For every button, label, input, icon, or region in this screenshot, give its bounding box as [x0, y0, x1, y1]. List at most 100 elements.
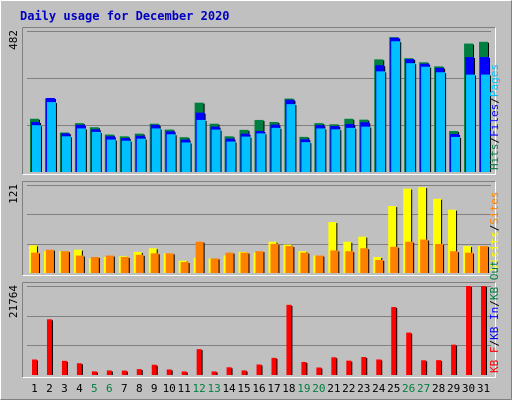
legend-item-pages-files-hits-4: Pages	[488, 64, 501, 97]
bar-visits-sites-sites-day-12	[195, 241, 204, 273]
bar-kbf-kbin-kbout-kb-f-day-13	[211, 371, 217, 375]
bar-pages-files-hits-pages-day-13	[211, 129, 221, 172]
bar-visits-sites-visits-day-21	[328, 222, 337, 273]
bar-pages-files-hits-pages-day-24	[376, 71, 386, 172]
bar-visits-sites-sites-day-31	[480, 246, 488, 273]
bar-pages-files-hits-pages-day-10	[166, 134, 176, 172]
bar-visits-sites-visits-day-25	[388, 206, 397, 273]
bar-kbf-kbin-kbout-kb-f-day-4	[76, 363, 82, 375]
bar-visits-sites-sites-day-3	[60, 251, 69, 273]
bar-visits-sites-sites-day-4	[75, 255, 84, 273]
bar-pages-files-hits-pages-day-8	[136, 138, 146, 172]
bar-visits-sites-sites-day-1	[31, 252, 39, 273]
bar-kbf-kbin-kbout-kb-f-day-8	[136, 369, 142, 375]
bar-visits-sites-sites-day-25	[390, 246, 399, 273]
day-label-30: 30	[462, 382, 475, 395]
bar-visits-sites-sites-day-27	[420, 239, 429, 273]
day-label-4: 4	[76, 382, 83, 395]
bar-pages-files-hits-pages-day-25	[391, 41, 401, 173]
day-label-17: 17	[267, 382, 280, 395]
bar-visits-sites-sites-day-11	[180, 262, 189, 273]
day-label-24: 24	[372, 382, 386, 395]
bar-kbf-kbin-kbout-kb-f-day-24	[376, 359, 382, 375]
day-label-28: 28	[432, 382, 445, 395]
day-label-13: 13	[207, 382, 220, 395]
bar-visits-sites-sites-day-24	[375, 259, 384, 273]
legend-item-kbf-kbin-kbout-2: KB In	[488, 307, 501, 340]
bar-pages-files-hits-pages-day-9	[151, 128, 161, 172]
bar-visits-sites-sites-day-22	[345, 251, 354, 273]
day-label-11: 11	[178, 382, 191, 395]
bar-visits-sites-sites-day-21	[330, 250, 339, 273]
chart-panels: 482Hits/Files/Pages121Visits/Sites21764K…	[7, 27, 501, 378]
day-label-7: 7	[121, 382, 128, 395]
legend-item-pages-files-hits-3: /	[488, 97, 501, 104]
bar-kbf-kbin-kbout-kb-f-day-20	[316, 367, 322, 375]
bar-visits-sites-sites-day-15	[240, 252, 249, 273]
legend-item-visits-sites-1: /	[488, 225, 501, 232]
bar-kbf-kbin-kbout-kb-f-day-6	[106, 370, 112, 375]
bar-kbf-kbin-kbout-kb-f-day-19	[301, 361, 307, 375]
bar-kbf-kbin-kbout-kb-f-day-17	[271, 357, 277, 375]
bar-kbf-kbin-kbout-kb-f-day-18	[286, 304, 292, 375]
day-label-23: 23	[357, 382, 370, 395]
bar-pages-files-hits-pages-day-20	[316, 128, 326, 172]
day-label-31: 31	[477, 382, 490, 395]
ymax-label-visits-sites: 121	[7, 184, 20, 204]
bar-kbf-kbin-kbout-kb-f-day-31	[481, 286, 486, 375]
bar-visits-sites-sites-day-8	[135, 254, 144, 273]
bar-kbf-kbin-kbout-kb-f-day-27	[421, 360, 427, 375]
legend-item-pages-files-hits-1: /	[488, 137, 501, 144]
bar-kbf-kbin-kbout-kb-f-day-15	[241, 370, 247, 375]
bar-kbf-kbin-kbout-kb-f-day-14	[226, 367, 232, 375]
bar-kbf-kbin-kbout-kb-f-day-16	[256, 364, 262, 375]
bar-kbf-kbin-kbout-kb-f-day-23	[361, 357, 367, 375]
bar-visits-sites-sites-day-20	[315, 255, 324, 273]
bar-pages-files-hits-pages-day-26	[406, 63, 416, 173]
day-label-14: 14	[222, 382, 236, 395]
bar-kbf-kbin-kbout-kb-f-day-11	[181, 371, 187, 375]
bar-kbf-kbin-kbout-kb-f-day-2	[46, 319, 52, 375]
bar-kbf-kbin-kbout-kb-f-day-26	[406, 332, 412, 375]
ymax-label-pages-files-hits: 482	[7, 30, 20, 50]
bar-visits-sites-sites-day-19	[300, 252, 309, 273]
bar-pages-files-hits-pages-day-6	[106, 139, 116, 172]
bar-kbf-kbin-kbout-kb-f-day-5	[91, 371, 97, 375]
bar-visits-sites-sites-day-29	[450, 251, 459, 273]
day-label-9: 9	[151, 382, 158, 395]
day-label-22: 22	[342, 382, 355, 395]
day-label-5: 5	[91, 382, 98, 395]
bar-visits-sites-sites-day-17	[270, 243, 279, 273]
bar-pages-files-hits-pages-day-1	[32, 125, 41, 172]
day-label-16: 16	[252, 382, 265, 395]
legend-visits-sites: Visits/Sites	[488, 192, 501, 272]
bar-visits-sites-sites-day-13	[210, 258, 219, 273]
panel-visits-sites: 121 Visits/Sites	[7, 181, 501, 276]
bar-pages-files-hits-pages-day-29	[451, 136, 461, 172]
legend-item-visits-sites-2: Sites	[488, 192, 501, 225]
day-labels: 1 2 3 4 5 6 7 8 9 10 11 12 13 14 15 16 17 18 19 20 21 22 23 24 2…	[31, 382, 490, 395]
legend-item-kbf-kbin-kbout-0: KB F	[488, 347, 501, 374]
bar-pages-files-hits-pages-day-16	[256, 133, 266, 172]
bar-visits-sites-sites-day-18	[285, 246, 294, 273]
bar-pages-files-hits-pages-day-19	[301, 142, 311, 172]
bar-visits-sites-sites-day-7	[120, 257, 129, 273]
bar-pages-files-hits-pages-day-7	[121, 140, 131, 172]
bar-kbf-kbin-kbout-kb-f-day-10	[166, 369, 172, 375]
bar-kbf-kbin-kbout-kb-f-day-12	[196, 349, 202, 375]
bar-pages-files-hits-pages-day-21	[331, 129, 341, 172]
ymax-label-kbf-kbin-kbout: 21764	[7, 285, 20, 318]
bar-pages-files-hits-pages-day-27	[421, 66, 431, 172]
legend-item-kbf-kbin-kbout-4: KB Out	[488, 260, 501, 300]
legend-item-kbf-kbin-kbout-1: /	[488, 340, 501, 347]
legend-item-pages-files-hits-2: Files	[488, 104, 501, 137]
day-label-19: 19	[297, 382, 310, 395]
bar-pages-files-hits-pages-day-17	[271, 127, 281, 172]
bar-pages-files-hits-pages-day-3	[61, 136, 71, 172]
bar-visits-sites-sites-day-2	[45, 249, 54, 273]
bar-kbf-kbin-kbout-kb-f-day-21	[331, 357, 337, 375]
bar-kbf-kbin-kbout-kb-f-day-3	[61, 360, 67, 375]
bar-visits-sites-visits-day-29	[448, 209, 457, 273]
day-label-2: 2	[46, 382, 53, 395]
